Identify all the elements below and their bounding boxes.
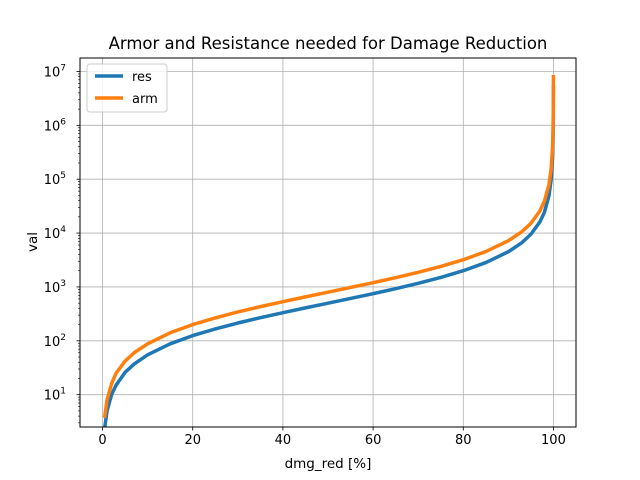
y-tick-label-exponent: 5 bbox=[60, 171, 66, 181]
y-tick-label: 107 bbox=[44, 63, 66, 80]
y-tick-label: 105 bbox=[44, 171, 66, 188]
y-tick-label-base: 10 bbox=[44, 173, 61, 188]
series-line-arm bbox=[102, 74, 556, 419]
y-tick-label: 101 bbox=[44, 387, 66, 404]
x-tick-label: 60 bbox=[365, 433, 382, 448]
legend: res arm bbox=[86, 63, 168, 113]
y-tick-label-base: 10 bbox=[44, 65, 61, 80]
series-line-res bbox=[103, 85, 556, 427]
y-tick-label-base: 10 bbox=[44, 227, 61, 242]
y-tick-label-exponent: 2 bbox=[60, 333, 66, 343]
legend-label-res: res bbox=[132, 70, 152, 85]
chart-title: Armor and Resistance needed for Damage R… bbox=[109, 34, 548, 53]
y-tick-label: 106 bbox=[44, 117, 67, 134]
x-tick-label: 0 bbox=[98, 433, 106, 448]
y-tick-label-base: 10 bbox=[44, 389, 61, 404]
y-tick-label-exponent: 7 bbox=[60, 63, 66, 73]
y-tick-label-exponent: 3 bbox=[60, 279, 66, 289]
y-tick-label-exponent: 4 bbox=[60, 225, 66, 235]
grid bbox=[80, 58, 576, 427]
y-tick-label: 104 bbox=[44, 225, 67, 242]
x-tick-label: 20 bbox=[184, 433, 201, 448]
y-tick-label: 102 bbox=[44, 333, 66, 350]
y-tick-label-base: 10 bbox=[44, 335, 61, 350]
x-tick-label: 80 bbox=[455, 433, 472, 448]
x-tick-label: 40 bbox=[275, 433, 292, 448]
y-tick-label-exponent: 1 bbox=[60, 387, 66, 397]
y-tick-label: 103 bbox=[44, 279, 66, 296]
y-tick-label-exponent: 6 bbox=[60, 117, 66, 127]
y-axis-label: val bbox=[25, 232, 41, 252]
legend-label-arm: arm bbox=[132, 92, 158, 107]
x-axis-label: dmg_red [%] bbox=[285, 456, 372, 472]
y-tick-label-base: 10 bbox=[44, 119, 61, 134]
plot-frame bbox=[79, 57, 577, 428]
series-layer bbox=[102, 74, 556, 427]
x-tick-label: 100 bbox=[541, 433, 566, 448]
y-tick-label-base: 10 bbox=[44, 281, 61, 296]
x-ticks: 0 20 40 60 80 100 bbox=[98, 427, 566, 448]
